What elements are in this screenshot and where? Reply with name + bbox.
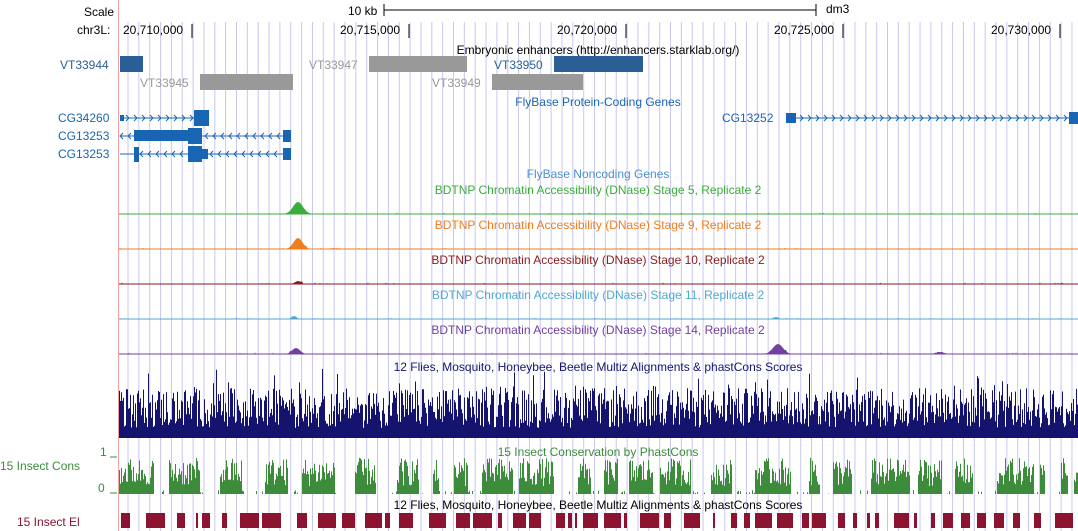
dnase-stage10-signal	[119, 281, 1078, 285]
ruler-tick-label-4: 20,725,000	[774, 23, 834, 37]
enhancer-feature-vt33950[interactable]	[554, 56, 643, 72]
dnase-stage5-track[interactable]: BDTNP Chromatin Accessibility (DNase) St…	[119, 183, 1078, 215]
dnase-stage9-signal	[119, 238, 1078, 250]
multiz-track-title: 12 Flies, Mosquito, Honeybee, Beetle Mul…	[394, 360, 803, 374]
gene-label-cg13253-b[interactable]: CG13253	[58, 147, 110, 161]
gene-label-cg34260[interactable]: CG34260	[58, 111, 110, 125]
ruler[interactable]: Scale 10 kb dm3 chr3L: 20,710,000 20,715…	[77, 2, 1061, 38]
chrom-label: chr3L:	[77, 23, 110, 37]
insect-elements-track[interactable]: 12 Flies, Mosquito, Honeybee, Beetle Mul…	[17, 498, 1073, 529]
dnase-stage14-track[interactable]: BDTNP Chromatin Accessibility (DNase) St…	[119, 323, 1078, 355]
multiz-track[interactable]: 12 Flies, Mosquito, Honeybee, Beetle Mul…	[119, 360, 1078, 438]
dnase-stage11-track[interactable]: BDTNP Chromatin Accessibility (DNase) St…	[119, 288, 1078, 320]
dnase-stage11-title: BDTNP Chromatin Accessibility (DNase) St…	[432, 288, 765, 302]
enhancer-label-vt33945[interactable]: VT33945	[140, 76, 189, 90]
gene-feature-cg34260[interactable]	[120, 110, 209, 126]
protein-coding-genes-track[interactable]: FlyBase Protein-Coding Genes CG34260 CG1…	[58, 95, 1078, 162]
dnase-stage10-track[interactable]: BDTNP Chromatin Accessibility (DNase) St…	[119, 253, 1078, 285]
genes-track-title: FlyBase Protein-Coding Genes	[515, 95, 680, 109]
gene-feature-cg13252[interactable]	[786, 112, 1078, 124]
dnase-stage10-title: BDTNP Chromatin Accessibility (DNase) St…	[431, 253, 765, 267]
enhancer-label-vt33947[interactable]: VT33947	[309, 58, 358, 72]
enhancer-feature-vt33949[interactable]	[492, 74, 583, 90]
ruler-tick-label-5: 20,730,000	[991, 23, 1051, 37]
enhancer-track[interactable]: Embryonic enhancers (http://enhancers.st…	[60, 43, 739, 90]
scale-bar-label-bg	[344, 2, 382, 18]
insect-cons-side-label[interactable]: 15 Insect Cons	[0, 459, 80, 473]
enhancer-feature-vt33944[interactable]	[120, 56, 143, 72]
gene-label-cg13252[interactable]: CG13252	[722, 111, 774, 125]
enhancer-label-vt33949[interactable]: VT33949	[432, 76, 481, 90]
gene-feature-cg13253-b[interactable]	[120, 146, 291, 162]
gene-label-cg13253-a[interactable]: CG13253	[58, 129, 110, 143]
enhancer-label-vt33950[interactable]: VT33950	[494, 58, 543, 72]
insect-cons-signal	[119, 458, 1078, 494]
dnase-stage14-title: BDTNP Chromatin Accessibility (DNase) St…	[431, 323, 765, 337]
dnase-stage11-signal	[119, 316, 1078, 320]
enhancer-feature-vt33945[interactable]	[200, 74, 293, 90]
enhancer-label-vt33944[interactable]: VT33944	[60, 58, 109, 72]
scale-label: Scale	[84, 5, 114, 19]
assembly-label: dm3	[826, 2, 850, 16]
ruler-tick-label-3: 20,720,000	[557, 23, 617, 37]
gene-feature-cg13253-a[interactable]	[119, 128, 291, 144]
dnase-stage14-signal	[119, 344, 1078, 355]
ruler-tick-label-2: 20,715,000	[340, 23, 400, 37]
ruler-tick-label-1: 20,710,000	[123, 23, 183, 37]
scale-bar-label: 10 kb	[348, 4, 378, 18]
dnase-stage9-title: BDTNP Chromatin Accessibility (DNase) St…	[435, 218, 762, 232]
multiz-signal	[119, 369, 1078, 438]
insect-elements-features	[121, 513, 1073, 528]
insect-cons-y-min: 0	[98, 481, 105, 495]
insect-cons-track[interactable]: 15 Insect Conservation by PhastCons 15 I…	[0, 445, 1078, 495]
dnase-stage5-title: BDTNP Chromatin Accessibility (DNase) St…	[435, 183, 762, 197]
enhancer-feature-vt33947[interactable]	[369, 56, 467, 72]
grid-lines	[127, 22, 1073, 531]
noncoding-track-title: FlyBase Noncoding Genes	[527, 167, 670, 181]
insect-cons-y-max: 1	[100, 445, 107, 459]
dnase-stage9-track[interactable]: BDTNP Chromatin Accessibility (DNase) St…	[119, 218, 1078, 250]
dnase-stage5-signal	[119, 202, 1078, 215]
enhancer-track-title: Embryonic enhancers (http://enhancers.st…	[457, 43, 740, 57]
insect-elements-side-label[interactable]: 15 Insect El	[17, 515, 80, 529]
insect-elements-title: 12 Flies, Mosquito, Honeybee, Beetle Mul…	[394, 498, 803, 512]
insect-cons-title: 15 Insect Conservation by PhastCons	[498, 445, 699, 459]
